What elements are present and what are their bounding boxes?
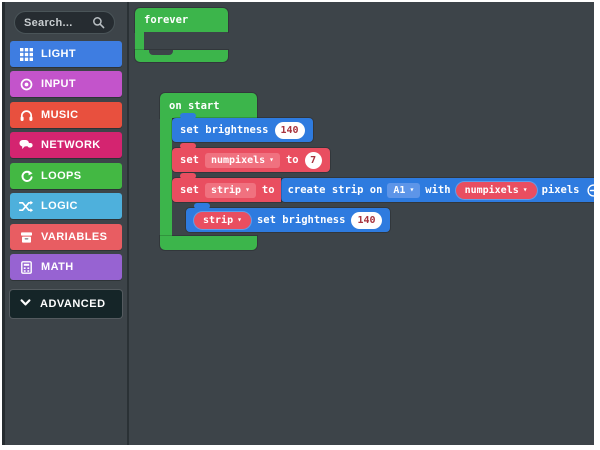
- pixels-label: pixels: [541, 184, 580, 196]
- sidebar-item-network[interactable]: NETWORK: [10, 132, 122, 158]
- set-label: set: [180, 154, 199, 166]
- on-start-spine: [160, 118, 172, 236]
- on-start-block[interactable]: on start: [160, 93, 257, 118]
- search-placeholder: Search...: [24, 16, 73, 29]
- chevron-down-icon: [19, 296, 32, 312]
- on-start-bottom: [160, 236, 257, 250]
- on-start-label: on start: [169, 99, 220, 112]
- strip-dropdown[interactable]: strip ▾: [204, 182, 256, 198]
- sidebar-item-logic[interactable]: LOGIC: [10, 193, 122, 219]
- calculator-icon: [19, 260, 33, 274]
- toolbox-sidebar: Search... LIGHT INPUT: [2, 2, 127, 445]
- sidebar-item-label: MUSIC: [41, 109, 79, 121]
- search-input[interactable]: Search...: [14, 11, 115, 34]
- strip-brightness-value-field[interactable]: 140: [351, 211, 382, 229]
- forever-empty-slot[interactable]: [144, 32, 228, 50]
- sidebar-item-label: NETWORK: [41, 139, 101, 151]
- forever-block[interactable]: forever: [135, 8, 228, 62]
- sidebar-item-label: MATH: [41, 261, 74, 273]
- grid-icon: [19, 47, 33, 61]
- to-label: to: [261, 184, 275, 196]
- set-brightness-block[interactable]: set brightness 140: [172, 113, 313, 142]
- makecode-editor: Search... LIGHT INPUT: [2, 2, 594, 445]
- loop-arrow-icon: [19, 170, 33, 183]
- target-icon: [19, 78, 33, 91]
- minus-circle-icon[interactable]: [586, 183, 594, 197]
- chat-bubbles-icon: [19, 139, 33, 152]
- sidebar-item-input[interactable]: INPUT: [10, 71, 122, 97]
- dropdown-arrow-icon: ▾: [522, 185, 528, 194]
- dropdown-arrow-icon: ▾: [237, 215, 242, 224]
- dropdown-arrow-icon: ▾: [409, 185, 415, 194]
- sidebar-item-label: VARIABLES: [41, 231, 108, 243]
- headphones-icon: [19, 109, 33, 122]
- sidebar-item-loops[interactable]: LOOPS: [10, 163, 122, 189]
- set-strip-block[interactable]: set strip ▾ to create strip on A1 ▾ with: [172, 173, 594, 202]
- numpixels-value-field[interactable]: 7: [304, 151, 322, 169]
- dropdown-arrow-icon: ▾: [245, 185, 250, 194]
- create-strip-block[interactable]: create strip on A1 ▾ with numpixels ▾ pi…: [280, 178, 594, 202]
- advanced-label: ADVANCED: [40, 298, 106, 310]
- numpixels-dropdown[interactable]: numpixels ▾: [204, 152, 280, 168]
- set-label: set: [180, 184, 199, 196]
- strip-variable-pill[interactable]: strip ▾: [194, 211, 251, 229]
- sidebar-item-label: LIGHT: [41, 48, 76, 60]
- set-numpixels-block[interactable]: set numpixels ▾ to 7: [172, 143, 330, 172]
- sidebar-item-label: INPUT: [41, 78, 76, 90]
- sidebar-item-label: LOOPS: [41, 170, 82, 182]
- sidebar-divider: [127, 2, 129, 445]
- create-strip-label: create strip on: [287, 184, 383, 196]
- numpixels-variable-pill[interactable]: numpixels ▾: [455, 181, 537, 199]
- sidebar-item-math[interactable]: MATH: [10, 254, 122, 280]
- sidebar-item-label: LOGIC: [41, 200, 78, 212]
- advanced-toggle[interactable]: ADVANCED: [10, 290, 122, 318]
- strip-set-brightness-block[interactable]: strip ▾ set brightness 140: [186, 203, 390, 232]
- set-brightness-label: set brightness: [256, 214, 346, 226]
- pin-dropdown[interactable]: A1 ▾: [387, 182, 421, 198]
- dropdown-arrow-icon: ▾: [269, 155, 274, 164]
- set-brightness-label: set brightness: [180, 124, 269, 136]
- brightness-value-field[interactable]: 140: [274, 121, 305, 139]
- sidebar-item-light[interactable]: LIGHT: [10, 41, 122, 67]
- to-label: to: [285, 154, 299, 166]
- forever-label: forever: [144, 14, 189, 26]
- workspace-canvas[interactable]: forever on start set brightness 140 set: [129, 2, 594, 445]
- shuffle-icon: [19, 200, 33, 213]
- box-icon: [19, 231, 33, 244]
- sidebar-item-variables[interactable]: VARIABLES: [10, 224, 122, 250]
- sidebar-item-music[interactable]: MUSIC: [10, 102, 122, 128]
- magnifier-icon: [92, 16, 105, 29]
- with-label: with: [425, 184, 451, 196]
